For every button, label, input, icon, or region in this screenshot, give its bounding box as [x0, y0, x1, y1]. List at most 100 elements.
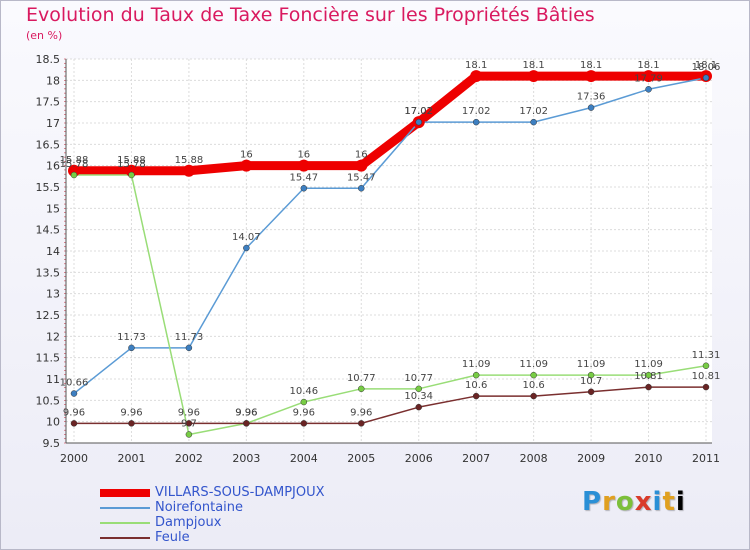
data-label: 9.96 — [293, 407, 315, 418]
data-label: 9.96 — [120, 407, 142, 418]
data-label: 9.96 — [235, 407, 257, 418]
data-point — [182, 164, 195, 177]
data-point — [240, 159, 253, 172]
legend-label-noirefontaine: Noirefontaine — [155, 500, 244, 515]
y-tick-label: 13 — [46, 288, 60, 301]
data-label: 17.02 — [519, 106, 548, 117]
y-tick-label: 18 — [46, 74, 60, 87]
legend-item-villars: VILLARS-SOUS-DAMPJOUX — [100, 485, 325, 500]
data-label: 17.79 — [634, 73, 663, 84]
data-label: 15.47 — [289, 172, 318, 183]
data-point — [243, 420, 250, 427]
data-point — [645, 371, 652, 379]
data-point — [702, 362, 710, 370]
data-label: 11.09 — [577, 359, 606, 370]
y-tick-label: 17 — [46, 117, 60, 130]
x-tick-label: 2004 — [290, 452, 318, 465]
proxiti-logo: Proxiti — [582, 487, 686, 517]
data-label: 15.78 — [117, 159, 146, 170]
data-label: 10.7 — [580, 376, 602, 387]
data-label: 18.1 — [637, 60, 659, 71]
chart-legend: VILLARS-SOUS-DAMPJOUX Noirefontaine Damp… — [100, 485, 325, 545]
data-label: 11.73 — [175, 332, 204, 343]
data-label: 11.09 — [634, 359, 663, 370]
data-label: 9.7 — [181, 418, 197, 429]
data-point — [358, 385, 365, 393]
y-tick-label: 18.5 — [36, 53, 61, 66]
series-line-villars-sous-dampjoux — [69, 71, 711, 176]
data-point — [530, 392, 537, 400]
data-point — [355, 159, 368, 172]
y-tick-label: 16.5 — [36, 138, 61, 151]
x-tick-label: 2006 — [405, 452, 433, 465]
legend-label-feule: Feule — [155, 530, 190, 545]
data-point — [185, 420, 193, 427]
data-point — [185, 431, 193, 438]
data-label: 16 — [240, 150, 253, 161]
data-point — [415, 385, 422, 393]
data-point — [243, 244, 250, 252]
data-label: 11.09 — [519, 359, 548, 370]
data-label: 10.6 — [465, 380, 487, 391]
data-point — [125, 164, 138, 177]
data-point — [358, 185, 365, 192]
legend-swatch-feule — [100, 536, 150, 539]
data-label: 15.88 — [175, 155, 204, 166]
data-point — [472, 371, 480, 379]
x-tick-label: 2007 — [462, 452, 490, 465]
legend-label-villars: VILLARS-SOUS-DAMPJOUX — [155, 485, 325, 500]
data-point — [185, 344, 193, 352]
chart-title: Evolution du Taux de Taxe Foncière sur l… — [26, 4, 595, 26]
data-label: 9.96 — [235, 407, 257, 418]
series-line-dampjoux — [73, 174, 707, 436]
data-point — [300, 185, 308, 192]
data-point — [587, 371, 595, 379]
data-label: 10.66 — [60, 378, 89, 389]
data-label: 17.02 — [404, 106, 433, 117]
x-tick-label: 2000 — [60, 452, 88, 465]
x-tick-label: 2011 — [692, 452, 720, 465]
y-tick-label: 12.5 — [36, 309, 61, 322]
chart-subtitle: (en %) — [26, 29, 63, 42]
data-label: 11.73 — [117, 332, 146, 343]
data-label: 17.02 — [404, 106, 433, 117]
data-label: 18.1 — [523, 60, 545, 71]
data-label: 16 — [355, 150, 368, 161]
data-point — [472, 392, 480, 400]
data-label: 18.06 — [692, 62, 721, 73]
data-point — [68, 164, 80, 177]
data-label: 10.6 — [523, 380, 545, 391]
y-tick-label: 9.5 — [43, 437, 61, 450]
data-point — [358, 420, 365, 427]
data-point — [587, 388, 595, 396]
data-point — [70, 390, 78, 397]
x-tick-label: 2008 — [520, 452, 548, 465]
plot-area — [66, 59, 712, 443]
y-tick-label: 14 — [46, 245, 60, 258]
y-tick-label: 12 — [46, 330, 60, 343]
legend-item-dampjoux: Dampjoux — [100, 515, 325, 530]
legend-swatch-villars — [100, 488, 150, 497]
data-label: 14.07 — [232, 232, 261, 243]
data-point — [585, 70, 598, 83]
data-point — [530, 118, 537, 126]
data-point — [530, 371, 537, 379]
data-point — [527, 70, 540, 83]
x-tick-label: 2010 — [635, 452, 663, 465]
data-label: 15.78 — [60, 159, 89, 170]
data-point — [300, 398, 308, 406]
data-point — [702, 383, 710, 391]
legend-item-feule: Feule — [100, 530, 325, 545]
data-label: 15.88 — [60, 155, 89, 166]
data-label: 18.1 — [465, 60, 487, 71]
y-tick-label: 13.5 — [36, 266, 61, 279]
x-tick-label: 2003 — [232, 452, 260, 465]
data-point — [415, 118, 422, 126]
data-point — [70, 420, 78, 427]
data-label: 17.02 — [462, 106, 491, 117]
data-label: 10.81 — [634, 371, 663, 382]
data-label: 11.31 — [692, 350, 721, 361]
data-point — [415, 403, 422, 411]
legend-label-dampjoux: Dampjoux — [155, 515, 222, 530]
